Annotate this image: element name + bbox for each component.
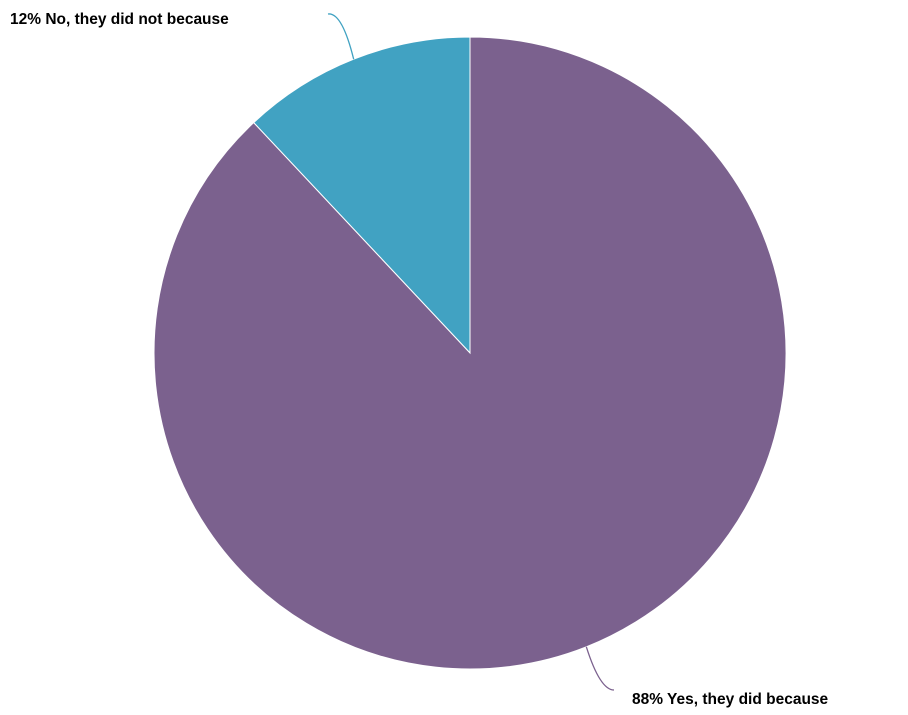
pie-slice-1 [153,36,787,670]
leader-line-1 [585,646,615,691]
pie-slice-0 [252,36,471,355]
slice-label-no: 12% No, they did not because [10,11,229,28]
slice-label-yes: 88% Yes, they did because [632,691,829,708]
leader-line-0 [327,13,355,60]
pie-slices [153,36,787,670]
leader-lines [327,13,615,691]
